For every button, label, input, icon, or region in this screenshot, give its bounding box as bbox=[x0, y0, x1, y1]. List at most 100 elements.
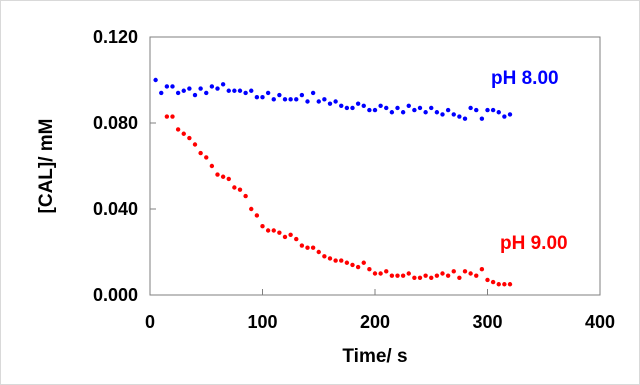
data-point bbox=[265, 90, 271, 96]
data-point bbox=[254, 213, 260, 218]
data-point bbox=[170, 114, 175, 119]
y-tick-label: 0.080 bbox=[93, 113, 138, 133]
data-point bbox=[417, 105, 423, 111]
data-point bbox=[344, 105, 350, 111]
data-point bbox=[277, 92, 282, 98]
data-point bbox=[507, 112, 513, 117]
data-point bbox=[299, 243, 305, 248]
data-point bbox=[400, 273, 406, 278]
data-point bbox=[344, 260, 350, 265]
data-point bbox=[226, 176, 231, 182]
data-point bbox=[417, 275, 423, 280]
data-point bbox=[423, 110, 428, 115]
data-point bbox=[271, 97, 276, 102]
data-point bbox=[322, 97, 327, 102]
data-point bbox=[215, 86, 220, 91]
series-0-points bbox=[153, 77, 513, 121]
data-point bbox=[367, 107, 372, 113]
data-point bbox=[372, 271, 378, 276]
data-point bbox=[187, 86, 192, 91]
x-tick-label: 400 bbox=[585, 312, 615, 332]
series-label-ph8: pH 8.00 bbox=[491, 68, 559, 89]
data-point bbox=[265, 228, 271, 233]
data-point bbox=[350, 262, 355, 268]
data-point bbox=[170, 84, 175, 89]
data-point bbox=[327, 101, 333, 106]
data-point bbox=[260, 95, 265, 100]
data-point bbox=[462, 116, 468, 121]
data-point bbox=[355, 101, 361, 106]
data-point bbox=[153, 77, 158, 83]
data-point bbox=[243, 90, 248, 96]
data-point bbox=[507, 282, 513, 287]
series-1-points bbox=[164, 114, 513, 287]
data-point bbox=[451, 269, 456, 274]
data-point bbox=[468, 271, 473, 276]
data-point bbox=[384, 105, 389, 111]
data-point bbox=[361, 260, 366, 265]
data-point bbox=[384, 269, 389, 274]
data-point bbox=[502, 282, 507, 287]
data-point bbox=[175, 127, 181, 132]
data-point bbox=[333, 99, 338, 104]
data-point bbox=[339, 258, 344, 263]
x-tick-label: 200 bbox=[360, 312, 390, 332]
data-point bbox=[333, 258, 338, 263]
data-point bbox=[209, 84, 215, 89]
data-point bbox=[204, 90, 209, 96]
data-point bbox=[220, 82, 226, 87]
data-point bbox=[429, 275, 434, 280]
data-point bbox=[209, 163, 215, 169]
data-point bbox=[249, 206, 254, 212]
data-point bbox=[485, 277, 490, 283]
data-point bbox=[187, 135, 192, 141]
data-point bbox=[164, 114, 170, 119]
data-point bbox=[260, 224, 265, 229]
data-point bbox=[440, 112, 445, 117]
data-point bbox=[395, 273, 400, 278]
data-point bbox=[389, 110, 395, 115]
data-point bbox=[485, 107, 490, 113]
data-point bbox=[474, 273, 479, 278]
data-point bbox=[192, 142, 198, 147]
data-point bbox=[457, 114, 462, 119]
data-point bbox=[468, 105, 473, 111]
data-point bbox=[243, 193, 248, 199]
data-point bbox=[294, 97, 299, 102]
data-point bbox=[474, 107, 479, 113]
data-point bbox=[412, 107, 417, 113]
data-point bbox=[457, 275, 462, 280]
data-point bbox=[282, 97, 288, 102]
x-tick-label: 300 bbox=[472, 312, 502, 332]
data-point bbox=[339, 103, 344, 109]
data-point bbox=[159, 90, 164, 96]
x-axis-title: Time/ s bbox=[342, 346, 407, 367]
data-point bbox=[479, 116, 485, 121]
data-point bbox=[327, 256, 333, 261]
data-point bbox=[288, 232, 293, 237]
y-tick-label: 0.000 bbox=[93, 285, 138, 305]
y-axis: 0.000 0.040 0.080 0.120 bbox=[93, 27, 156, 305]
data-point bbox=[406, 103, 411, 109]
data-point bbox=[496, 110, 501, 115]
data-point bbox=[237, 88, 243, 93]
data-point bbox=[378, 271, 383, 276]
data-point bbox=[249, 88, 254, 93]
data-point bbox=[440, 271, 445, 276]
x-tick-label: 0 bbox=[145, 312, 155, 332]
data-point bbox=[310, 245, 316, 250]
data-point bbox=[429, 105, 434, 111]
data-point bbox=[479, 267, 485, 272]
data-point bbox=[361, 103, 366, 109]
data-point bbox=[181, 88, 186, 93]
data-point bbox=[389, 273, 395, 278]
data-point bbox=[220, 174, 226, 179]
data-point bbox=[378, 103, 383, 109]
data-point bbox=[277, 230, 282, 235]
data-point bbox=[305, 99, 310, 104]
data-point bbox=[299, 92, 305, 98]
data-point bbox=[175, 90, 181, 96]
data-point bbox=[445, 107, 451, 113]
data-point bbox=[322, 254, 327, 259]
